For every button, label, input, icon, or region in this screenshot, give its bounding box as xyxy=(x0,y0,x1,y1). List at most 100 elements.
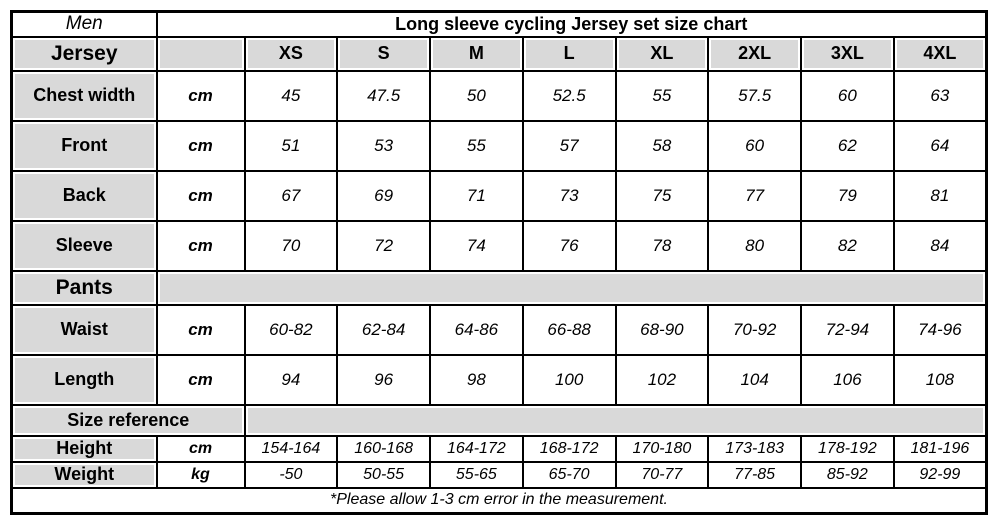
size-header-cell: M xyxy=(429,35,524,72)
row-label-cell: Length xyxy=(10,353,158,406)
value-cell: 98 xyxy=(429,353,524,406)
value-cell: 102 xyxy=(614,353,710,406)
value-cell: 60-82 xyxy=(243,303,339,356)
row-label-cell: Weight xyxy=(10,460,158,489)
value-cell: 164-172 xyxy=(429,434,524,463)
value-cell: 108 xyxy=(892,353,988,406)
value-cell: 106 xyxy=(800,353,895,406)
value-cell: 178-192 xyxy=(800,434,895,463)
row-label-cell: Height xyxy=(10,434,158,463)
value-cell: 45 xyxy=(243,69,339,122)
value-cell: 70 xyxy=(243,219,339,272)
row-height: Height cm 154-164 160-168 164-172 168-172 170-… xyxy=(10,434,988,463)
value-cell: 154-164 xyxy=(243,434,339,463)
row-front: Front cm 51 53 55 57 58 60 62 64 xyxy=(10,119,988,172)
value-cell: 64-86 xyxy=(429,303,524,356)
value-cell: 51 xyxy=(243,119,339,172)
value-cell: 160-168 xyxy=(336,434,431,463)
value-cell: 58 xyxy=(614,119,710,172)
blank-cell xyxy=(155,35,246,72)
row-jersey-header: Jersey XS S M L XL 2XL 3XL 4XL xyxy=(10,35,988,72)
value-cell: 62 xyxy=(800,119,895,172)
value-cell: 85-92 xyxy=(800,460,895,489)
gender-label-cell: Men xyxy=(10,10,158,38)
value-cell: 57 xyxy=(521,119,617,172)
value-cell: 72 xyxy=(336,219,431,272)
value-cell: 72-94 xyxy=(800,303,895,356)
pants-section-cell: Pants xyxy=(10,269,158,306)
row-label-cell: Sleeve xyxy=(10,219,158,272)
value-cell: 73 xyxy=(521,169,617,222)
size-reference-cell: Size reference xyxy=(10,403,246,437)
value-cell: 52.5 xyxy=(521,69,617,122)
value-cell: 84 xyxy=(892,219,988,272)
blank-cell xyxy=(155,269,988,306)
value-cell: 168-172 xyxy=(521,434,617,463)
value-cell: 55 xyxy=(614,69,710,122)
value-cell: 57.5 xyxy=(707,69,802,122)
value-cell: 76 xyxy=(521,219,617,272)
value-cell: 65-70 xyxy=(521,460,617,489)
row-length: Length cm 94 96 98 100 102 104 106 108 xyxy=(10,353,988,406)
size-header-cell: L xyxy=(521,35,617,72)
value-cell: 92-99 xyxy=(892,460,988,489)
value-cell: 50 xyxy=(429,69,524,122)
unit-cell: cm xyxy=(155,219,246,272)
unit-cell: cm xyxy=(155,119,246,172)
blank-cell xyxy=(243,403,988,437)
row-label-cell: Front xyxy=(10,119,158,172)
value-cell: 78 xyxy=(614,219,710,272)
size-header-cell: S xyxy=(336,35,431,72)
value-cell: 69 xyxy=(336,169,431,222)
size-header-cell: 4XL xyxy=(892,35,988,72)
value-cell: 60 xyxy=(707,119,802,172)
value-cell: 77 xyxy=(707,169,802,222)
value-cell: 81 xyxy=(892,169,988,222)
size-chart-table: Men Long sleeve cycling Jersey set size … xyxy=(10,10,988,515)
value-cell: 173-183 xyxy=(707,434,802,463)
value-cell: 68-90 xyxy=(614,303,710,356)
value-cell: 104 xyxy=(707,353,802,406)
value-cell: 64 xyxy=(892,119,988,172)
size-header-cell: 3XL xyxy=(800,35,895,72)
value-cell: -50 xyxy=(243,460,339,489)
value-cell: 74 xyxy=(429,219,524,272)
jersey-section-cell: Jersey xyxy=(10,35,158,72)
value-cell: 60 xyxy=(800,69,895,122)
value-cell: 47.5 xyxy=(336,69,431,122)
value-cell: 100 xyxy=(521,353,617,406)
value-cell: 50-55 xyxy=(336,460,431,489)
row-pants-header: Pants xyxy=(10,269,988,306)
row-size-reference-header: Size reference xyxy=(10,403,988,437)
footnote-cell: *Please allow 1-3 cm error in the measur… xyxy=(10,486,988,515)
unit-cell: cm xyxy=(155,434,246,463)
row-label-cell: Back xyxy=(10,169,158,222)
value-cell: 82 xyxy=(800,219,895,272)
row-waist: Waist cm 60-82 62-84 64-86 66-88 68-90 70-92 72-… xyxy=(10,303,988,356)
value-cell: 71 xyxy=(429,169,524,222)
row-sleeve: Sleeve cm 70 72 74 76 78 80 82 84 xyxy=(10,219,988,272)
row-label-cell: Waist xyxy=(10,303,158,356)
size-header-cell: XL xyxy=(614,35,710,72)
value-cell: 62-84 xyxy=(336,303,431,356)
chart-title-cell: Long sleeve cycling Jersey set size char… xyxy=(155,10,988,38)
value-cell: 70-92 xyxy=(707,303,802,356)
value-cell: 74-96 xyxy=(892,303,988,356)
value-cell: 96 xyxy=(336,353,431,406)
value-cell: 67 xyxy=(243,169,339,222)
value-cell: 94 xyxy=(243,353,339,406)
value-cell: 80 xyxy=(707,219,802,272)
unit-cell: cm xyxy=(155,169,246,222)
value-cell: 170-180 xyxy=(614,434,710,463)
value-cell: 55 xyxy=(429,119,524,172)
size-header-cell: XS xyxy=(243,35,339,72)
value-cell: 79 xyxy=(800,169,895,222)
unit-cell: cm xyxy=(155,353,246,406)
unit-cell: cm xyxy=(155,69,246,122)
row-footnote: *Please allow 1-3 cm error in the measur… xyxy=(10,486,988,515)
row-chest-width: Chest width cm 45 47.5 50 52.5 55 57.5 60 63 xyxy=(10,69,988,122)
value-cell: 75 xyxy=(614,169,710,222)
unit-cell: cm xyxy=(155,303,246,356)
size-header-cell: 2XL xyxy=(707,35,802,72)
